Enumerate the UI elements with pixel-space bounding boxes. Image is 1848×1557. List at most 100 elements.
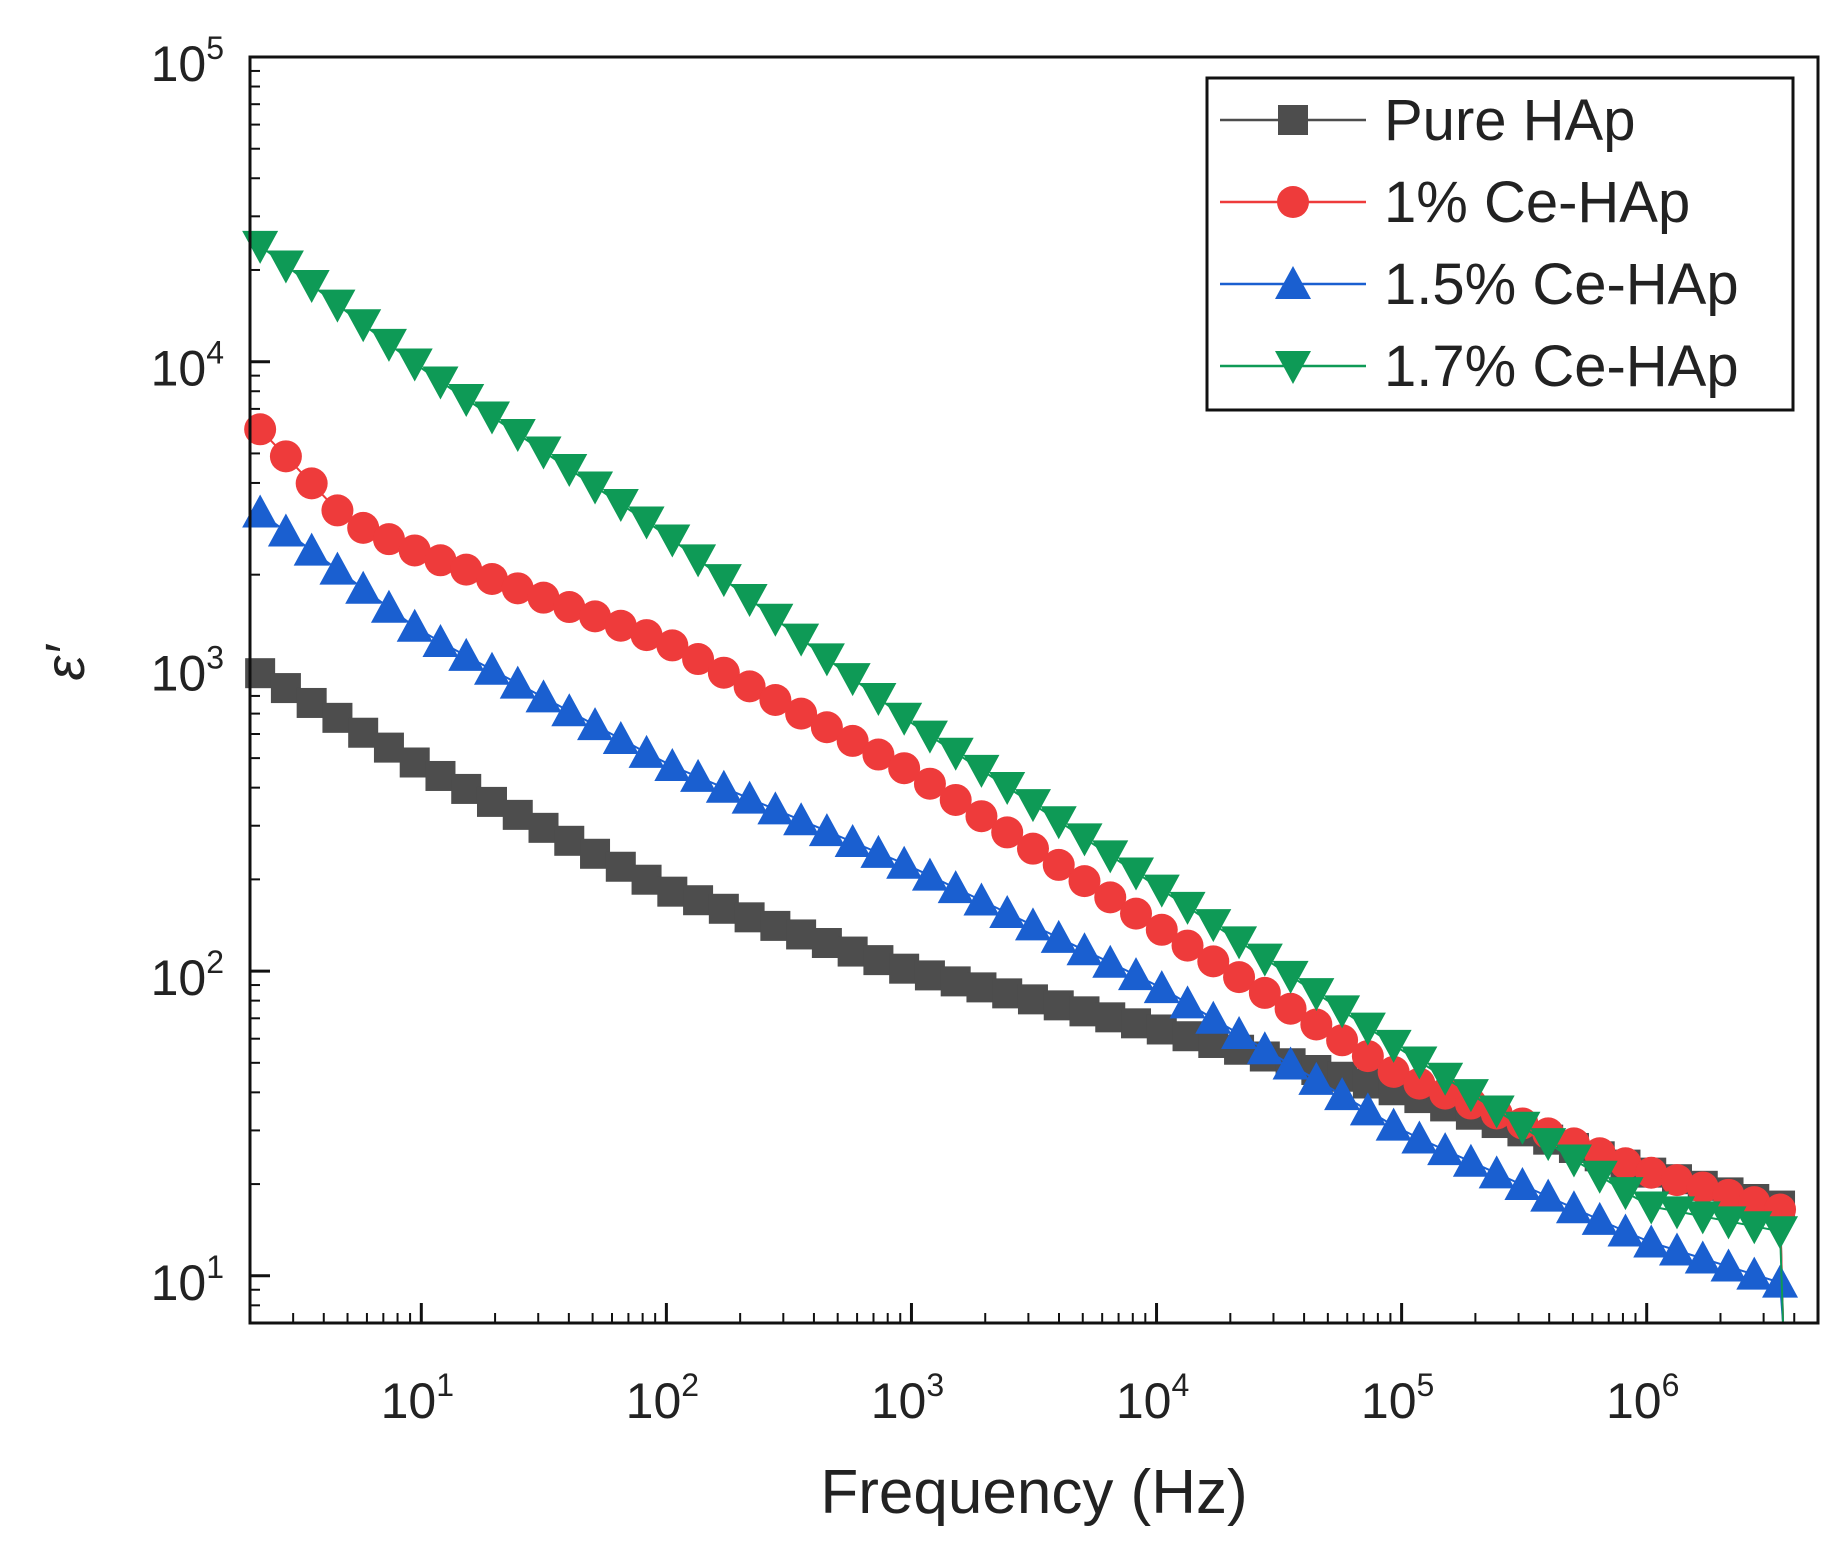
x-tick-label: 102	[626, 1367, 699, 1429]
data-point	[422, 366, 459, 400]
data-point	[680, 758, 717, 792]
data-point	[501, 572, 534, 605]
data-point	[1375, 1107, 1412, 1141]
x-tick-base: 10	[626, 1373, 682, 1429]
data-point	[267, 250, 304, 284]
data-point	[1762, 1264, 1799, 1298]
data-point	[295, 467, 328, 500]
y-tick-base: 10	[151, 950, 207, 1006]
x-tick-exponent: 6	[1662, 1367, 1680, 1403]
data-point	[528, 812, 559, 843]
data-point	[1094, 881, 1127, 914]
data-point	[502, 799, 533, 830]
data-point	[811, 928, 842, 959]
data-point	[1120, 897, 1153, 930]
data-point	[1092, 840, 1129, 874]
data-point	[808, 813, 845, 847]
data-point	[860, 834, 897, 868]
data-point	[1555, 1144, 1592, 1178]
y-tick-label: 104	[151, 335, 224, 397]
y-tick-base: 10	[151, 36, 207, 92]
data-point	[525, 679, 562, 713]
data-point	[731, 583, 768, 617]
data-point	[1145, 913, 1178, 946]
data-point	[602, 721, 639, 755]
data-point	[760, 910, 791, 941]
data-point	[836, 724, 869, 757]
data-point	[1530, 1128, 1567, 1162]
data-point	[1736, 1211, 1773, 1245]
data-point	[989, 894, 1026, 928]
x-tick-base: 10	[1606, 1373, 1662, 1429]
data-point	[1298, 1061, 1335, 1095]
data-point	[1710, 1248, 1747, 1282]
series-1-5-ce-hap	[242, 494, 1799, 1324]
data-point	[1504, 1166, 1541, 1200]
data-point	[1092, 944, 1129, 978]
data-point	[1118, 957, 1155, 991]
data-point	[322, 702, 353, 733]
y-axis-label: ε′	[33, 643, 96, 681]
data-point	[1069, 996, 1100, 1027]
data-point	[1530, 1178, 1567, 1212]
data-point	[1324, 1077, 1361, 1111]
data-point	[1738, 1186, 1771, 1219]
data-point	[707, 656, 740, 689]
series-1-7-ce-hap	[242, 230, 1799, 1324]
data-point	[808, 643, 845, 677]
y-tick-label: 101	[151, 1249, 224, 1311]
data-point	[450, 553, 483, 586]
data-point	[731, 780, 768, 814]
y-tick-exponent: 2	[206, 944, 224, 980]
data-point	[911, 720, 948, 754]
data-point	[1478, 1155, 1515, 1189]
data-point	[1403, 1067, 1436, 1100]
data-point	[914, 960, 945, 991]
data-point	[1171, 929, 1204, 962]
legend-entry: 1% Ce-HAp	[1220, 170, 1690, 235]
legend-label: 1.5% Ce-HAp	[1384, 252, 1739, 317]
data-point	[1014, 789, 1051, 823]
data-point	[348, 717, 379, 748]
data-point	[992, 978, 1023, 1009]
data-point	[888, 752, 921, 785]
data-point	[1326, 1024, 1359, 1057]
y-tick-label: 103	[151, 639, 224, 701]
legend-marker	[1275, 266, 1311, 299]
data-point	[244, 413, 277, 446]
data-point	[963, 754, 1000, 788]
legend-label: Pure HAp	[1384, 88, 1635, 153]
data-point	[1223, 961, 1256, 994]
data-point	[1042, 848, 1075, 881]
data-point	[1118, 857, 1155, 891]
data-point	[551, 454, 588, 488]
data-point	[1248, 976, 1281, 1009]
data-point	[1504, 1111, 1541, 1145]
data-point	[966, 972, 997, 1003]
data-point	[1300, 1008, 1333, 1041]
data-point	[1195, 909, 1232, 943]
data-point	[319, 551, 356, 585]
data-point	[525, 436, 562, 470]
x-axis-label: Frequency (Hz)	[820, 1458, 1247, 1527]
data-point	[1581, 1201, 1618, 1235]
data-point	[448, 384, 485, 418]
data-point	[783, 623, 820, 657]
data-point	[399, 747, 430, 778]
data-point	[1609, 1147, 1642, 1180]
data-point	[1712, 1178, 1745, 1211]
data-point	[1143, 874, 1180, 908]
data-point	[1401, 1046, 1438, 1080]
data-point	[682, 643, 715, 676]
data-point	[1686, 1171, 1719, 1204]
data-point	[628, 506, 665, 540]
data-point	[345, 570, 382, 604]
data-point	[757, 603, 794, 637]
data-point	[296, 687, 327, 718]
series-end-line	[1779, 1231, 1785, 1324]
data-point	[372, 523, 405, 556]
data-point	[424, 544, 457, 577]
legend: Pure HAp 1% Ce-HAp 1.5% Ce-HAp 1.7% Ce-HAp	[1205, 76, 1795, 412]
data-point	[654, 748, 691, 782]
